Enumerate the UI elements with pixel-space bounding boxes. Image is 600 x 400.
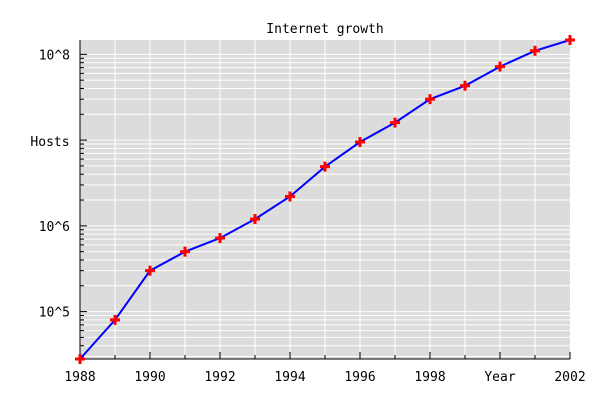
data-point xyxy=(425,94,435,105)
series xyxy=(75,35,575,364)
data-point xyxy=(145,265,155,276)
x-axis-label: Year xyxy=(484,370,515,385)
x-tick-label: 1990 xyxy=(134,370,165,385)
y-axis-label: Hosts xyxy=(30,135,69,150)
x-tick-label: 1992 xyxy=(204,370,235,385)
x-tick-label: 1994 xyxy=(274,370,305,385)
data-point xyxy=(285,191,295,202)
x-tick-label: 1988 xyxy=(64,370,95,385)
x-tick-label: 1996 xyxy=(344,370,375,385)
y-tick-label: 10^6 xyxy=(39,220,70,235)
data-point xyxy=(320,161,330,172)
y-tick-label: 10^8 xyxy=(39,48,70,63)
data-point xyxy=(250,214,260,225)
data-point xyxy=(110,314,120,325)
data-point xyxy=(180,246,190,257)
data-point xyxy=(495,61,505,72)
ticks: 1988 1990 1992 1994 1996 1998 2002 10^5 10^6 10^8 xyxy=(39,48,586,385)
x-tick-label: 2002 xyxy=(554,370,585,385)
y-tick-label: 10^5 xyxy=(39,306,70,321)
chart-title: Internet growth xyxy=(266,22,383,37)
x-tick-label: 1998 xyxy=(414,370,445,385)
data-point xyxy=(460,80,470,91)
data-point xyxy=(75,354,85,364)
data-point xyxy=(530,45,540,56)
data-point xyxy=(390,117,400,128)
data-point xyxy=(355,137,365,148)
data-point xyxy=(565,35,575,45)
data-point xyxy=(215,233,225,244)
